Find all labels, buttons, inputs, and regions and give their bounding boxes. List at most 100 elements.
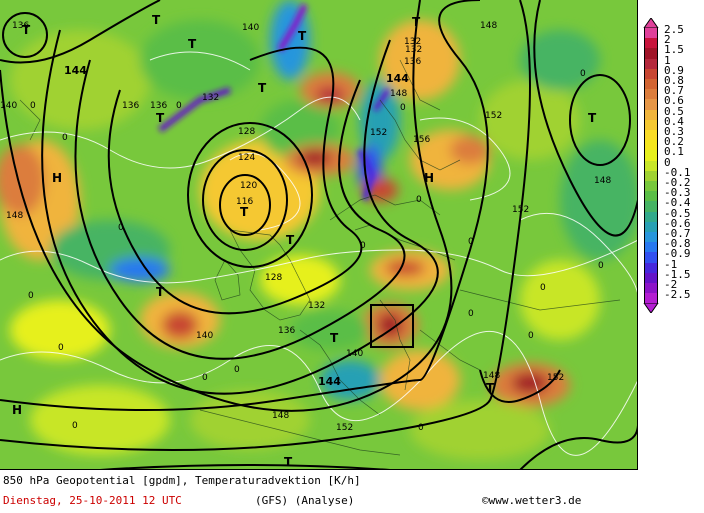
svg-text:0: 0: [62, 133, 68, 143]
svg-text:0: 0: [202, 373, 208, 383]
legend-label: -0.3: [664, 186, 691, 200]
low-marker: T: [156, 111, 165, 125]
legend-label: -0.6: [664, 216, 691, 230]
svg-text:0: 0: [580, 69, 586, 79]
low-marker: T: [330, 331, 339, 345]
legend-entry: -0.7: [640, 227, 704, 243]
legend-swatch: [644, 221, 658, 232]
svg-text:0: 0: [360, 241, 366, 251]
contour-label: 144: [318, 375, 341, 388]
legend-label: 2: [664, 33, 671, 47]
legend-entry: 2: [640, 33, 704, 49]
legend-label: 0.2: [664, 135, 684, 149]
low-marker: T: [258, 81, 267, 95]
legend-label: -0.9: [664, 247, 691, 261]
legend-swatch: [644, 181, 658, 192]
low-marker: T: [588, 111, 597, 125]
legend-label: 0.9: [664, 63, 684, 77]
legend-label: -0.1: [664, 165, 691, 179]
low-marker: T: [22, 23, 31, 37]
weather-map: 136 140 132 132 136 148 144 148 152 156 …: [0, 0, 638, 470]
caption-model: (GFS) (Analyse): [255, 494, 355, 507]
color-legend: 2.5 2 1.5 1 0.9 0.8 0.7 0.6 0.5 0.4 0.3 0.2 0.1 0 -0.1…: [640, 18, 704, 458]
svg-text:0: 0: [118, 223, 124, 233]
contour-label: 140: [346, 349, 363, 359]
legend-swatch: [644, 89, 658, 100]
legend-swatch: [644, 272, 658, 283]
legend-entry: -0.6: [640, 217, 704, 232]
contour-label: 136: [122, 101, 139, 111]
high-marker: H: [12, 403, 22, 417]
contour-label: 132: [308, 301, 325, 311]
legend-swatch: [644, 58, 658, 69]
legend-entry: 1.5: [640, 43, 704, 59]
contour-label: 140: [242, 23, 259, 33]
legend-label: -2: [664, 278, 678, 291]
contour-label: 152: [485, 111, 502, 121]
contour-label: 148: [6, 211, 23, 221]
svg-text:0: 0: [468, 309, 474, 319]
low-marker: T: [188, 37, 197, 51]
legend-swatch: [644, 170, 658, 181]
legend-entry: 0.5: [640, 105, 704, 120]
contour-label: 136: [12, 21, 29, 31]
legend-label: -1: [664, 257, 678, 271]
caption-copyright[interactable]: ©www.wetter3.de: [482, 494, 582, 507]
low-marker: T: [152, 13, 161, 27]
caption-date: Dienstag, 25-10-2011 12 UTC: [3, 494, 182, 507]
low-marker: T: [284, 455, 293, 469]
legend-swatch: [644, 242, 658, 253]
svg-text:0: 0: [234, 365, 240, 375]
legend-entry: -0.2: [640, 176, 704, 192]
legend-swatch: [644, 68, 658, 79]
legend-swatch: [644, 293, 658, 304]
legend-entry: -1.5: [640, 268, 704, 283]
contour-label: 152: [547, 373, 564, 383]
contour-label: 148: [483, 371, 500, 381]
contour-label: 120: [240, 181, 257, 191]
legend-swatch: [644, 38, 658, 49]
low-marker: T: [412, 15, 421, 29]
svg-text:0: 0: [468, 237, 474, 247]
legend-label: 0.5: [664, 104, 684, 118]
legend-label: -0.5: [664, 206, 691, 220]
legend-entry: -2: [640, 278, 704, 294]
contour-label: 144: [386, 72, 409, 85]
legend-swatch: [644, 79, 658, 90]
legend-entry: 0.6: [640, 94, 704, 110]
contour-label: 148: [480, 21, 497, 31]
contour-label: 128: [238, 127, 255, 137]
high-marker: H: [52, 171, 62, 185]
legend-swatch: [644, 119, 658, 130]
legend-swatch: [644, 150, 658, 161]
contour-label: 124: [238, 153, 255, 163]
legend-label: -0.4: [664, 196, 691, 210]
legend-swatch: [644, 201, 658, 212]
legend-swatch: [644, 283, 658, 294]
legend-label: -0.2: [664, 176, 691, 189]
svg-text:0: 0: [598, 261, 604, 271]
legend-swatch: [644, 252, 658, 263]
contour-label: 148: [272, 411, 289, 421]
legend-swatch: [644, 109, 658, 120]
caption: 850 hPa Geopotential [gpdm], Temperatura…: [0, 471, 638, 513]
legend-entry: -0.1: [640, 166, 704, 181]
svg-text:0: 0: [400, 103, 406, 113]
contour-label: 152: [336, 423, 353, 433]
contour-label: 136: [404, 57, 421, 67]
legend-label: 0.8: [664, 74, 684, 87]
svg-text:0: 0: [528, 331, 534, 341]
legend-entry: 0.7: [640, 84, 704, 100]
legend-entry: 0.3: [640, 125, 704, 141]
highlight-box[interactable]: [370, 304, 414, 348]
legend-swatch: [644, 191, 658, 202]
low-marker: T: [156, 285, 165, 299]
contour-label: 156: [413, 135, 430, 145]
contour-label: 128: [265, 273, 282, 283]
contour-label: 132: [202, 93, 219, 103]
legend-entry: -2.5: [640, 288, 704, 304]
legend-entry: -0.3: [640, 186, 704, 202]
svg-text:0: 0: [418, 423, 424, 433]
legend-swatch: [644, 48, 658, 59]
svg-text:0: 0: [58, 343, 64, 353]
